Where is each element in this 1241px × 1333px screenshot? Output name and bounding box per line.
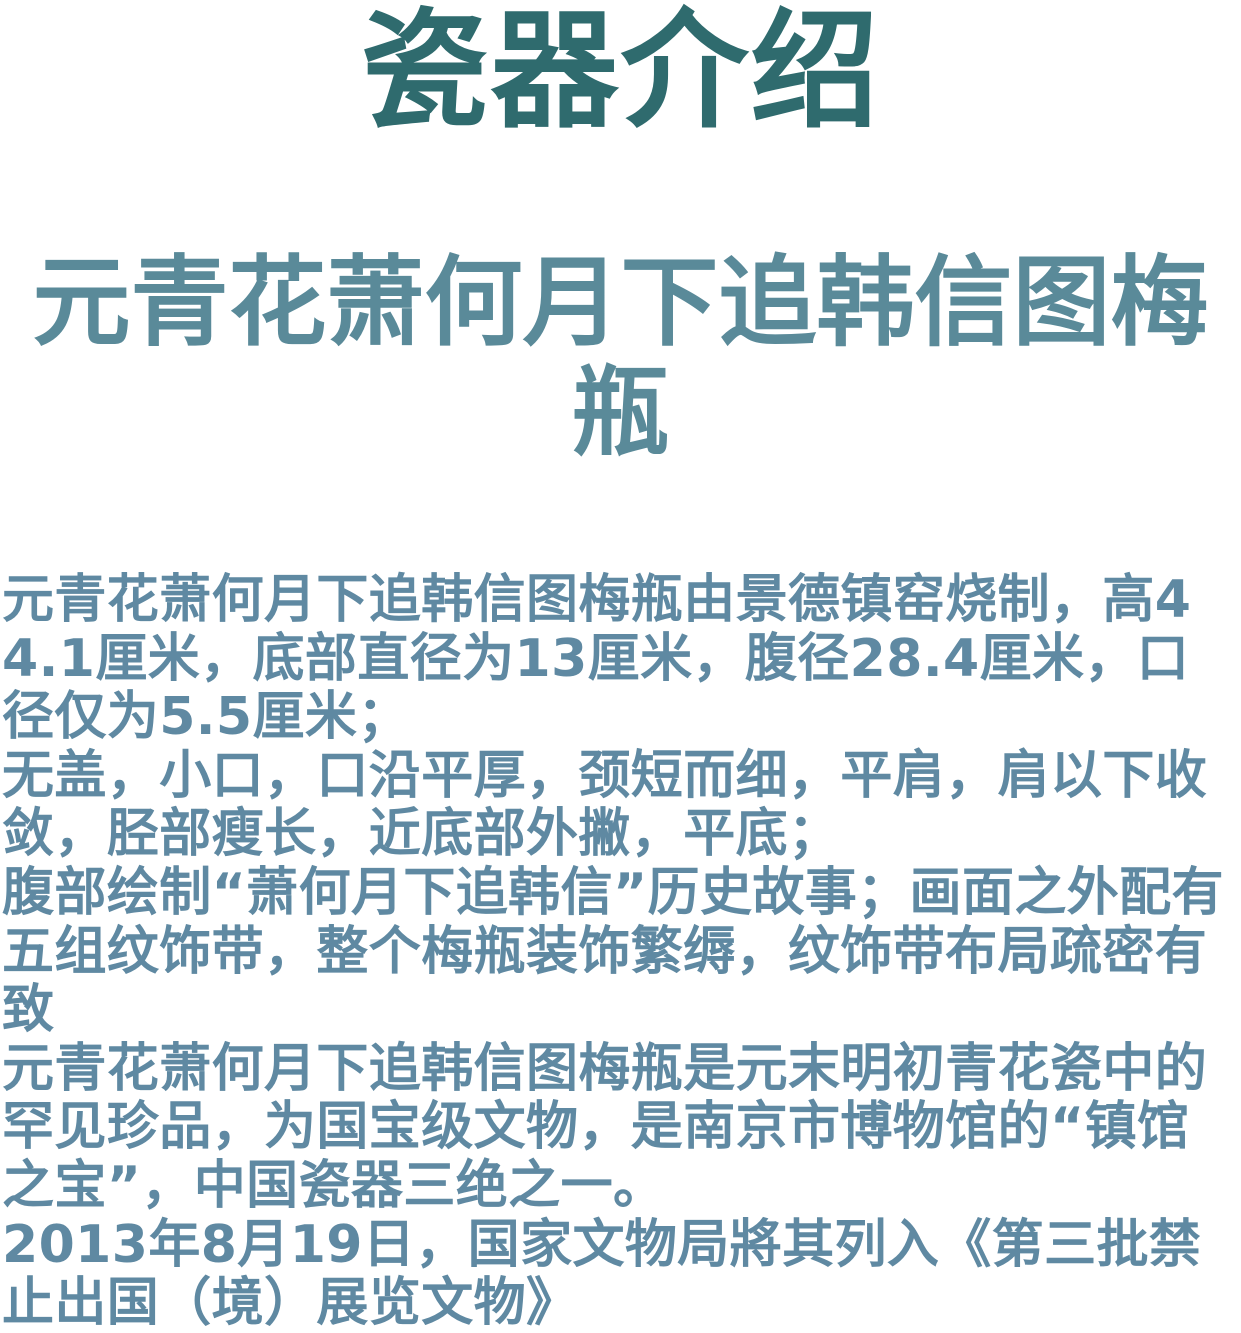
description-paragraph-shape: 无盖，小口，口沿平厚，颈短而细，平肩，肩以下收敛，胫部瘦长，近底部外撇，平底； [2,745,1208,865]
description-paragraph-dimensions: 元青花萧何月下追韩信图梅瓶由景德镇窑烧制，高44.1厘米，底部直径为13厘米，腹… [2,570,1192,748]
description-paragraph-decoration: 腹部绘制“萧何月下追韩信”历史故事；画面之外配有五组纹饰带，整个梅瓶装饰繁缛，纹… [2,862,1224,1041]
description-body: 元青花萧何月下追韩信图梅瓶由景德镇窑烧制，高44.1厘米，底部直径为13厘米，腹… [2,571,1239,1333]
description-paragraph-significance: 元青花萧何月下追韩信图梅瓶是元末明初青花瓷中的罕见珍品，为国宝级文物，是南京市博… [2,1038,1208,1216]
page-title: 瓷器介绍 [360,0,881,146]
artifact-name-heading: 元青花萧何月下追韩信图梅瓶 [32,246,1209,470]
description-paragraph-exhibition-ban: 2013年8月19日，国家文物局將其列入《第三批禁止出国（境）展览文物》 [2,1214,1202,1333]
